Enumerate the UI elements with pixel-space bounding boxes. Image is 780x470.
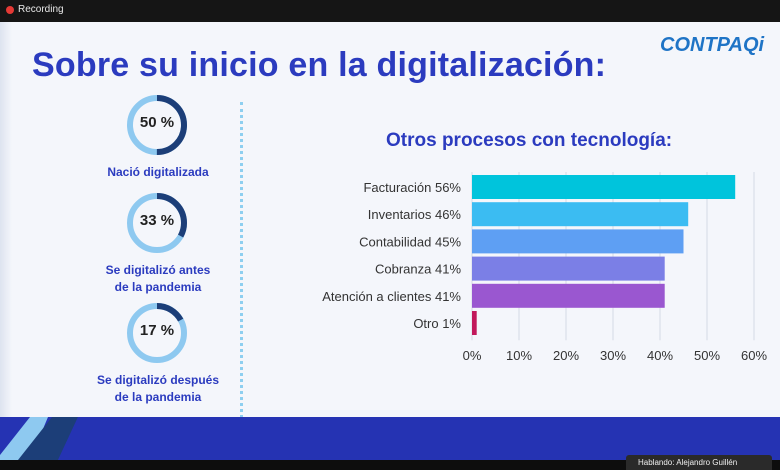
donut-fill [127,303,187,363]
donut-fill [127,193,187,253]
recording-bar: Recording [0,0,780,22]
category-label: Otro 1% [413,316,461,331]
stat-caption: Se digitalizó antes de la pandemia [105,263,211,294]
x-tick-label: 30% [600,348,626,363]
category-label: Atención a clientes 41% [322,289,461,304]
bar [472,311,477,335]
footer-band [0,417,780,460]
bar [472,256,665,281]
meeting-footer [0,460,780,470]
donut-chart-3 [127,303,187,363]
category-label: Inventarios 46% [368,207,462,222]
recording-dot-icon [6,6,14,14]
stat-value: 33 % [139,212,175,229]
bar [472,175,736,199]
donut-chart-1 [127,95,187,155]
bar [472,283,665,308]
x-tick-label: 20% [553,348,579,363]
x-tick-label: 10% [506,348,532,363]
dotted-divider [240,102,243,424]
x-tick-label: 50% [694,348,720,363]
bar [472,229,684,254]
category-label: Facturación 56% [363,180,461,195]
donut-fill [127,95,187,155]
recording-label: Recording [18,4,64,15]
stat-value: 17 % [139,322,175,339]
contpaqi-logo: CONTPAQi [660,34,765,56]
presentation-slide: Sobre su inicio en la digitalización: CO… [0,22,780,460]
category-label: Cobranza 41% [375,262,461,277]
stat-value: 50 % [139,114,175,131]
stat-caption: Se digitalizó después de la pandemia [96,373,220,404]
x-tick-label: 60% [741,348,767,363]
slide-edge-shade [0,22,12,417]
donut-chart-2 [127,193,187,253]
chart-title: Otros procesos con tecnología: [386,130,673,151]
category-label: Contabilidad 45% [359,234,461,249]
x-tick-label: 0% [463,348,482,363]
slide-title: Sobre su inicio en la digitalización: [32,46,607,84]
stat-caption: Nació digitalizada [107,165,209,179]
active-speaker-label: Hablando: Alejandro Guillén [626,455,772,470]
x-tick-label: 40% [647,348,673,363]
footer-chevron-shapes [0,417,100,460]
bar-chart: 0% 10% 20% 30% 40% 50% 60% Facturación 56% Inven… [322,172,767,363]
bar [472,202,689,227]
